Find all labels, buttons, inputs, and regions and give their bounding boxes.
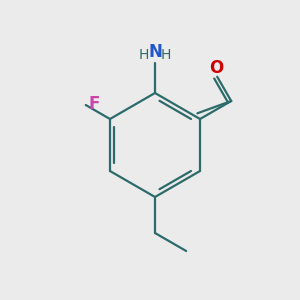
Text: H: H: [161, 48, 171, 62]
Text: N: N: [148, 43, 162, 61]
Text: F: F: [88, 95, 99, 113]
Text: H: H: [139, 48, 149, 62]
Text: O: O: [209, 59, 223, 77]
